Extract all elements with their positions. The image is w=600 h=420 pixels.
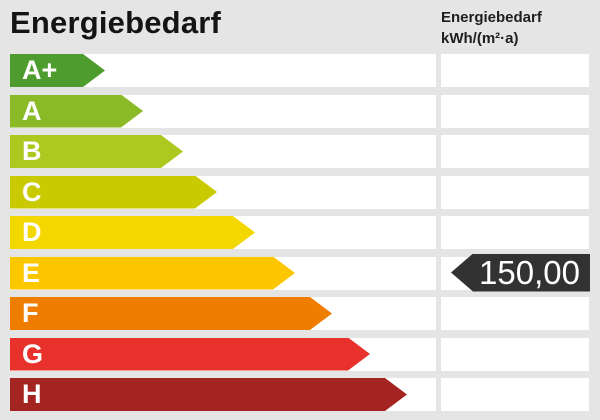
unit-label-line1: Energiebedarf	[441, 9, 542, 26]
unit-label: Energiebedarf kWh/(m²·a)	[441, 7, 542, 49]
class-letter: A+	[22, 55, 58, 85]
class-arrow-d: D	[10, 216, 255, 249]
class-arrow-h: H	[10, 378, 407, 411]
scale-row-e: E 150,00	[0, 253, 600, 292]
value-cell	[441, 94, 589, 128]
class-arrow-f: F	[10, 297, 332, 330]
scale-row-h: H	[0, 378, 600, 411]
class-arrow-b: B	[10, 135, 183, 168]
class-arrow-a: A	[10, 95, 143, 128]
class-arrow-c: C	[10, 176, 217, 209]
class-letter: A	[22, 95, 42, 126]
value-cell	[441, 337, 589, 371]
class-letter: D	[22, 217, 42, 247]
value-cell	[441, 54, 589, 87]
scale-row-g: G	[0, 337, 600, 371]
class-letter: C	[22, 176, 42, 207]
scale-rows: A+ A B C D E 150,00 F G H	[0, 54, 600, 411]
scale-row-f: F	[0, 297, 600, 330]
class-arrow-aplus: A+	[10, 54, 105, 87]
class-letter: F	[22, 298, 39, 328]
value-cell	[441, 216, 589, 249]
scale-row-aplus: A+	[0, 54, 600, 87]
scale-row-b: B	[0, 135, 600, 168]
energy-value-tag: 150,00	[451, 253, 590, 292]
scale-row-c: C	[0, 175, 600, 209]
class-arrow-g: G	[10, 338, 370, 371]
class-arrow-e: E	[10, 257, 295, 290]
value-cell	[441, 135, 589, 168]
scale-row-a: A	[0, 94, 600, 128]
page-title: Energiebedarf	[10, 5, 222, 40]
value-cell	[441, 297, 589, 330]
class-letter: B	[22, 136, 42, 166]
value-cell	[441, 175, 589, 209]
class-letter: G	[22, 338, 44, 369]
unit-label-line2: kWh/(m²·a)	[441, 30, 519, 47]
class-letter: H	[22, 379, 42, 409]
value-cell	[441, 378, 589, 411]
class-letter: E	[22, 257, 41, 288]
energy-value-text: 150,00	[479, 253, 580, 291]
scale-row-d: D	[0, 216, 600, 249]
